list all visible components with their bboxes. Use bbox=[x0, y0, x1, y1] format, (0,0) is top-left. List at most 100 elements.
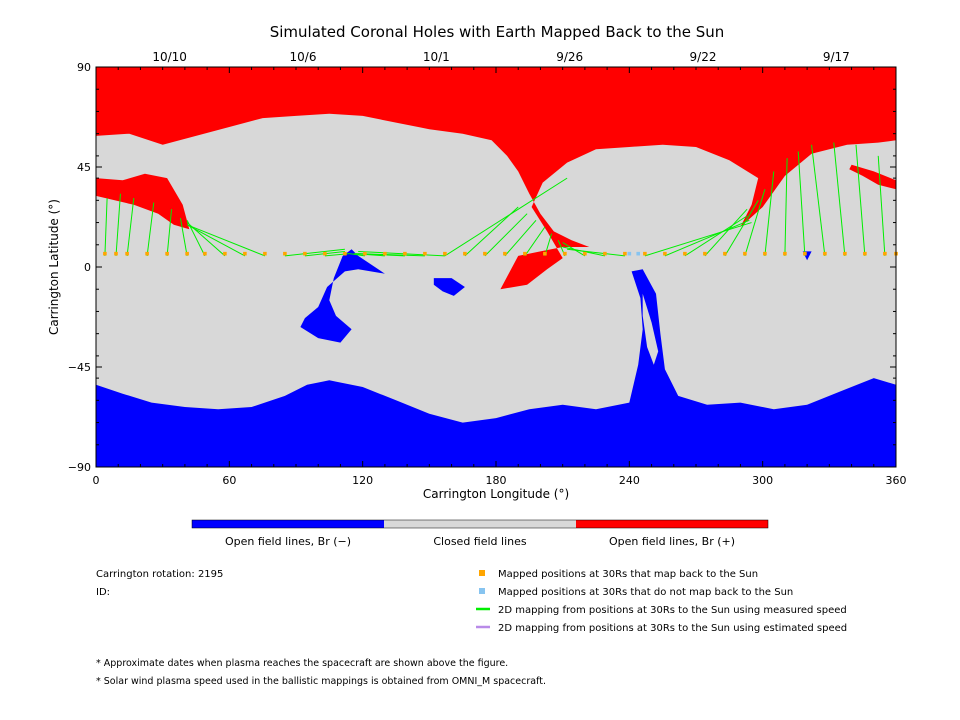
west-positive-lobe bbox=[96, 173, 190, 230]
x-tick-label: 120 bbox=[352, 474, 373, 487]
measured-mapping-line bbox=[524, 226, 546, 257]
legend-marker bbox=[479, 588, 485, 594]
y-tick-label: 45 bbox=[77, 161, 91, 174]
measured-mapping-line bbox=[684, 215, 748, 257]
measured-mapping-line bbox=[179, 218, 188, 256]
x-axis: 0 60 120 180 240 300 360 bbox=[93, 67, 907, 487]
mapped-position-marker bbox=[643, 251, 647, 256]
note-speed: * Solar wind plasma speed used in the ba… bbox=[96, 676, 546, 687]
mapped-position-marker bbox=[883, 251, 887, 256]
mapped-position-marker bbox=[503, 251, 507, 256]
y-axis-label: Carrington Latitude (°) bbox=[47, 199, 61, 335]
mapped-position-marker bbox=[263, 251, 267, 256]
legend-label: 2D mapping from positions at 30Rs to the… bbox=[498, 605, 847, 616]
mapped-position-marker bbox=[203, 251, 207, 256]
mapped-position-marker bbox=[683, 251, 687, 256]
mapped-position-marker bbox=[165, 251, 169, 256]
y-tick-label: 90 bbox=[77, 61, 91, 74]
measured-mapping-line bbox=[444, 177, 568, 257]
legend-label: 2D mapping from positions at 30Rs to the… bbox=[498, 623, 847, 634]
date-label: 9/26 bbox=[556, 50, 583, 64]
top-date-labels: 10/10 10/6 10/1 9/26 9/22 9/17 bbox=[152, 50, 849, 64]
x-axis-label: Carrington Longitude (°) bbox=[423, 487, 569, 501]
mapped-position-marker bbox=[145, 251, 149, 256]
measured-mapping-line bbox=[166, 209, 173, 256]
mapped-position-marker bbox=[185, 251, 189, 256]
measured-mapping-line bbox=[284, 248, 345, 257]
mapped-position-marker bbox=[543, 251, 547, 256]
mapped-position-marker bbox=[323, 251, 327, 256]
measured-mapping-line bbox=[484, 213, 528, 257]
closed-cavity bbox=[642, 293, 659, 365]
measured-mapping-line bbox=[744, 189, 766, 257]
mapped-position-marker bbox=[303, 251, 307, 256]
mapped-position-marker bbox=[363, 251, 367, 256]
mapped-position-marker bbox=[563, 251, 567, 256]
mapped-position-marker bbox=[723, 251, 727, 256]
date-label: 9/22 bbox=[690, 50, 717, 64]
mapped-position-marker bbox=[823, 251, 827, 256]
measured-mapping-line bbox=[764, 171, 775, 256]
mapped-position-marker bbox=[583, 251, 587, 256]
mapped-position-marker bbox=[803, 251, 807, 256]
id-text: ID: bbox=[96, 587, 110, 598]
mapping-lines bbox=[95, 142, 897, 257]
legend-label: Mapped positions at 30Rs that map back t… bbox=[498, 569, 758, 580]
measured-mapping-line bbox=[833, 142, 846, 256]
measured-mapping-line bbox=[146, 202, 155, 256]
measured-mapping-line bbox=[784, 158, 788, 256]
mapped-position-marker bbox=[523, 251, 527, 256]
east-positive-lobe bbox=[849, 164, 896, 190]
mapped-position-marker bbox=[663, 251, 667, 256]
unmapped-position-marker bbox=[627, 251, 632, 256]
date-label: 10/6 bbox=[290, 50, 317, 64]
mapped-position-marker bbox=[603, 251, 607, 256]
x-tick-label: 60 bbox=[222, 474, 236, 487]
note-dates: * Approximate dates when plasma reaches … bbox=[96, 658, 508, 669]
mapped-position-marker bbox=[243, 251, 247, 256]
mapped-position-marker bbox=[423, 251, 427, 256]
measured-mapping-line bbox=[115, 193, 121, 256]
measured-mapping-line bbox=[811, 144, 826, 256]
mapped-position-marker bbox=[623, 251, 627, 256]
mapped-position-marker bbox=[103, 251, 107, 256]
measured-mapping-line bbox=[877, 155, 886, 256]
date-label: 10/1 bbox=[423, 50, 450, 64]
measured-mapping-line bbox=[358, 253, 425, 257]
y-axis: 90 45 0 −45 −90 bbox=[68, 61, 896, 474]
mapped-position-marker bbox=[403, 251, 407, 256]
y-tick-label: −90 bbox=[68, 461, 91, 474]
measured-mapping-line bbox=[464, 206, 519, 257]
mapped-position-marker bbox=[743, 251, 747, 256]
date-label: 10/10 bbox=[152, 50, 187, 64]
measured-mapping-line bbox=[567, 248, 625, 257]
mapped-position-marker bbox=[114, 251, 118, 256]
measured-mapping-line bbox=[126, 198, 135, 256]
colorbar-label: Open field lines, Br (−) bbox=[225, 535, 351, 548]
measured-mapping-line bbox=[104, 198, 108, 256]
unmapped-position-marker bbox=[636, 251, 641, 256]
mapped-position-marker bbox=[783, 251, 787, 256]
negative-island-coronal-hole bbox=[433, 278, 465, 296]
x-tick-label: 240 bbox=[619, 474, 640, 487]
mapped-position-marker bbox=[283, 251, 287, 256]
mapped-position-marker bbox=[703, 251, 707, 256]
colorbar-segment bbox=[576, 520, 768, 528]
mapped-position-marker bbox=[483, 251, 487, 256]
mapped-position-marker bbox=[343, 251, 347, 256]
x-tick-label: 360 bbox=[886, 474, 907, 487]
x-tick-label: 300 bbox=[752, 474, 773, 487]
chart-title: Simulated Coronal Holes with Earth Mappe… bbox=[270, 23, 725, 41]
north-positive-coronal-hole bbox=[96, 67, 896, 290]
mapped-positions bbox=[103, 251, 898, 256]
measured-mapping-line bbox=[724, 200, 759, 257]
colorbar: Open field lines, Br (−) Closed field lin… bbox=[191, 519, 769, 548]
colorbar-frame bbox=[191, 519, 769, 529]
measured-mapping-line bbox=[855, 144, 866, 256]
mapped-position-marker bbox=[763, 251, 767, 256]
x-tick-label: 180 bbox=[486, 474, 507, 487]
measured-mapping-line bbox=[349, 253, 365, 257]
mapped-position-marker bbox=[443, 251, 447, 256]
plot-area bbox=[95, 66, 898, 468]
